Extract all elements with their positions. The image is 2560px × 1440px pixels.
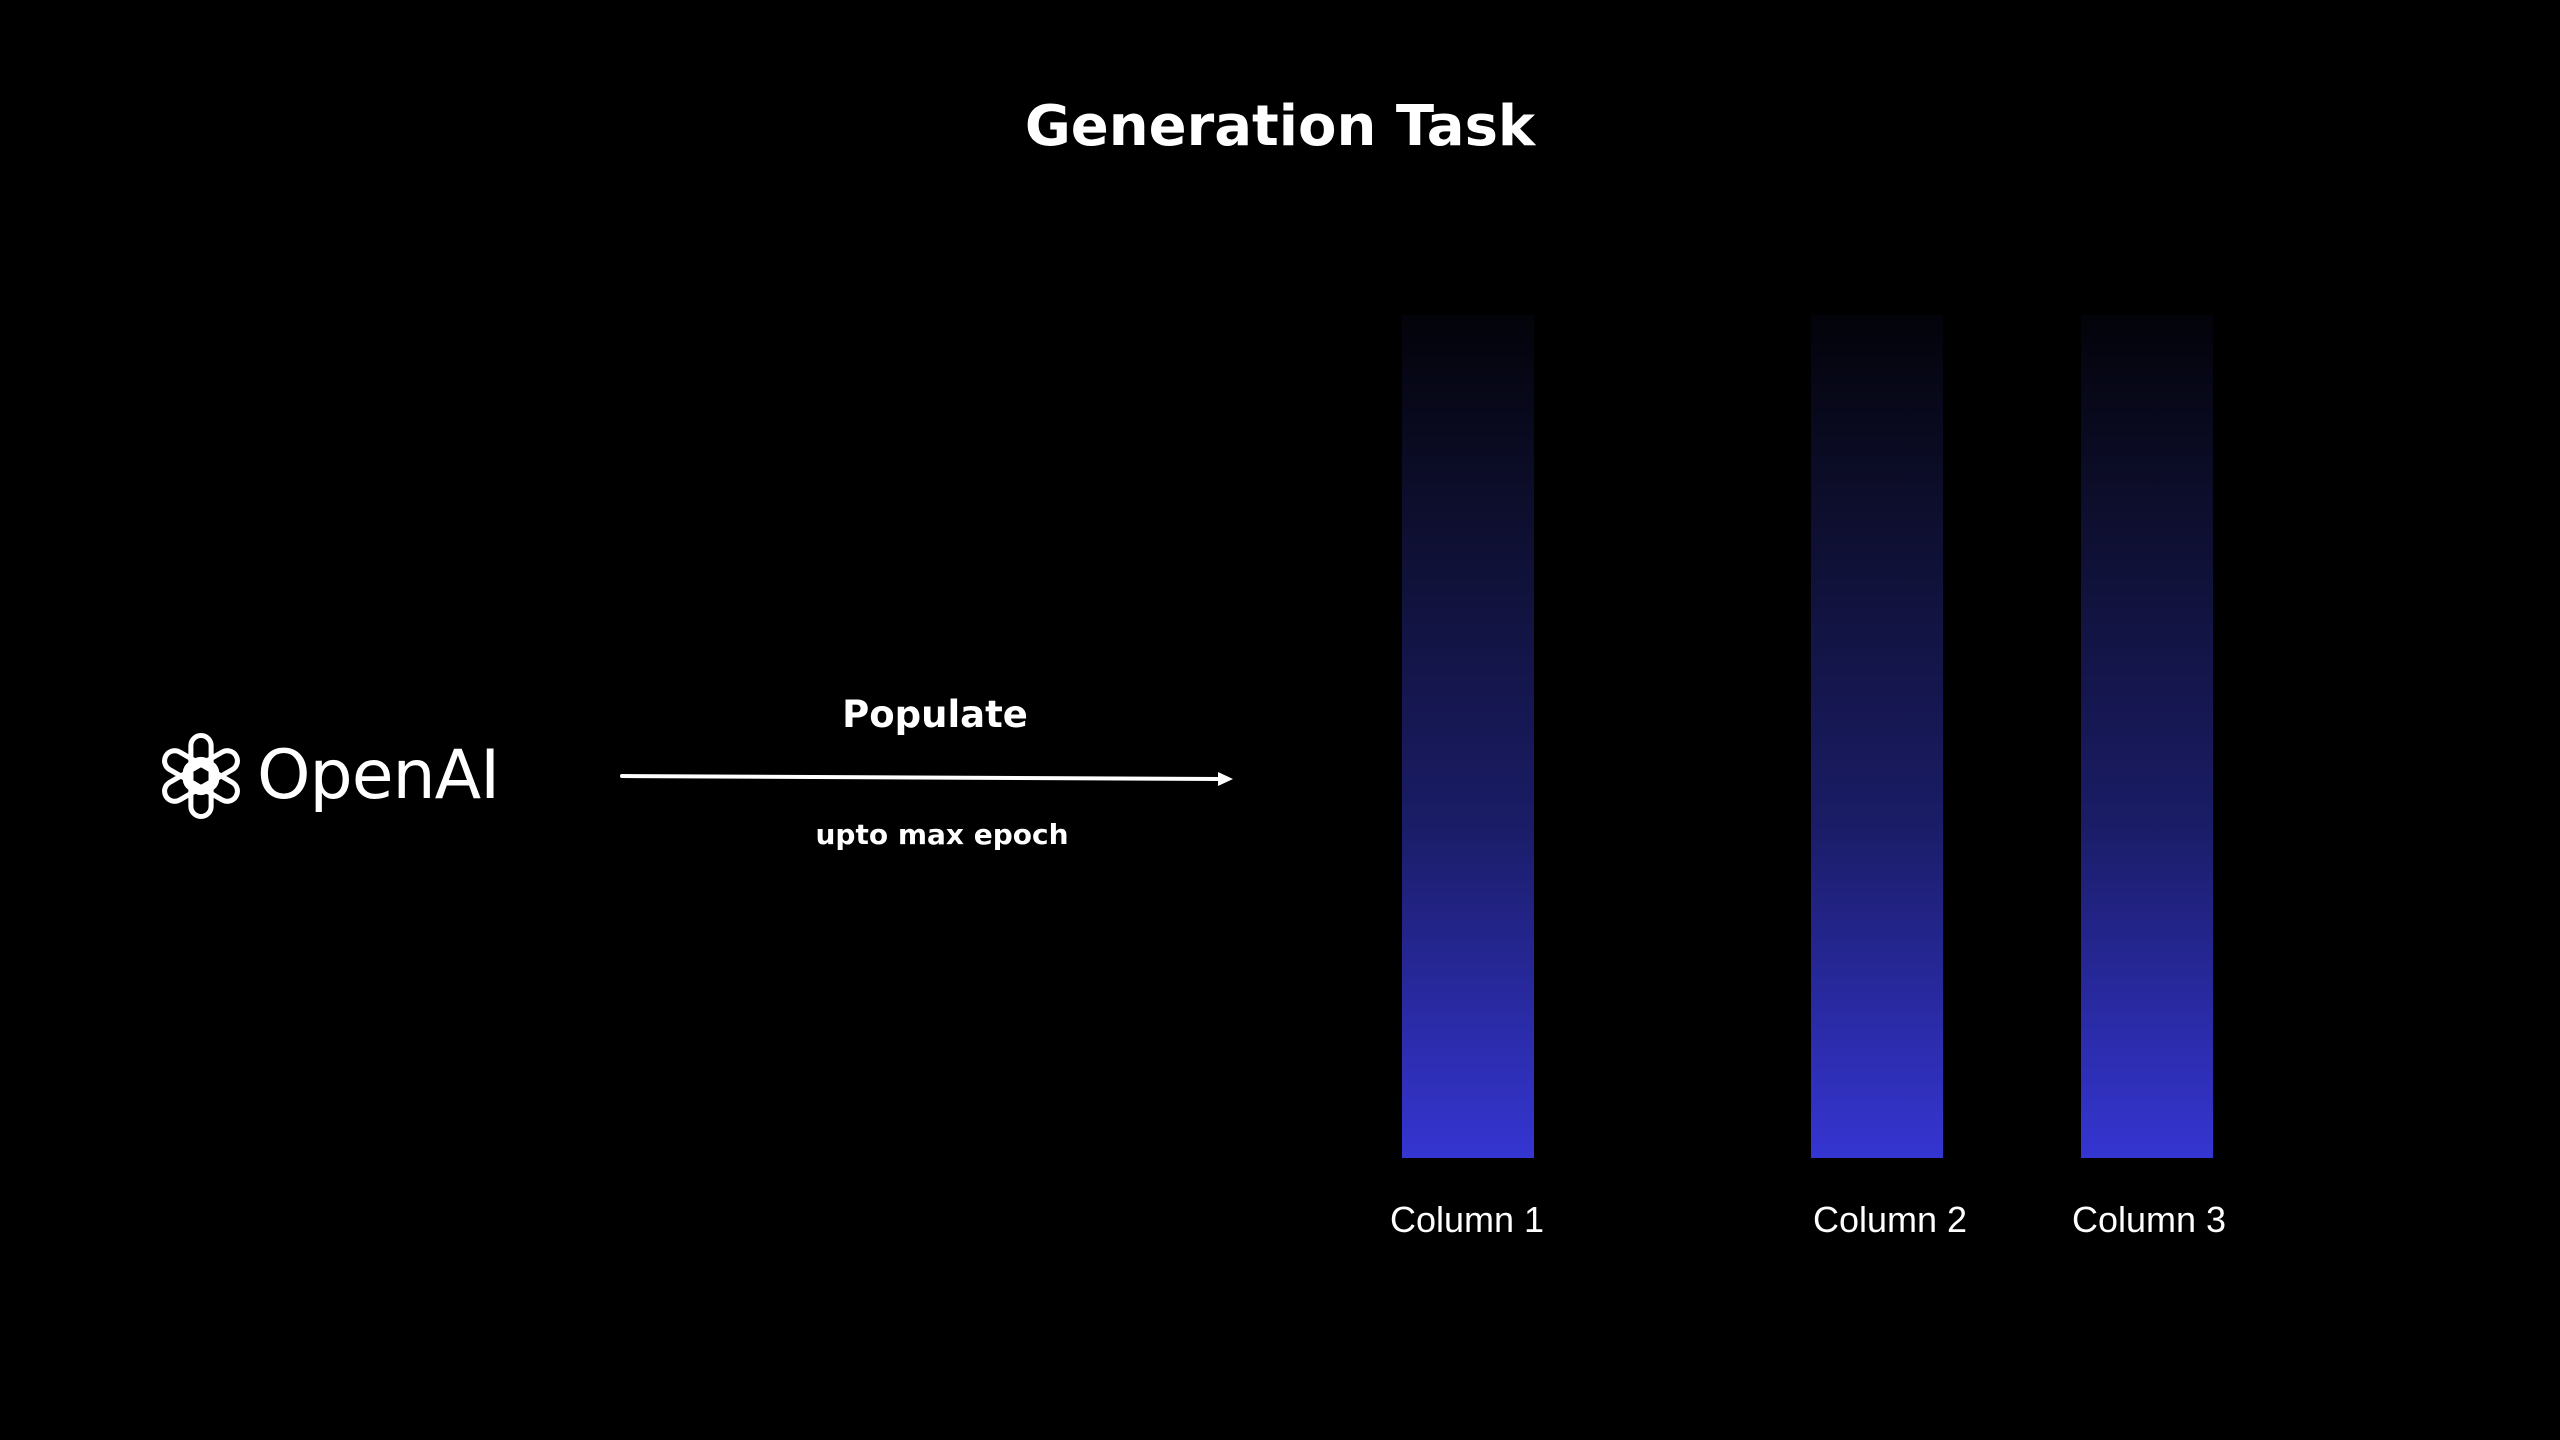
column-1-bar bbox=[1402, 315, 1534, 1158]
openai-logo: OpenAI bbox=[155, 730, 500, 822]
max-epoch-label: upto max epoch bbox=[815, 818, 1069, 851]
column-3-bar bbox=[2081, 315, 2213, 1158]
column-1-label: Column 1 bbox=[1389, 1199, 1545, 1240]
column-2-bar bbox=[1811, 315, 1943, 1158]
populate-label: Populate bbox=[842, 693, 1028, 736]
column-3-label: Column 3 bbox=[2071, 1199, 2227, 1240]
openai-logo-icon bbox=[162, 732, 240, 820]
openai-logo-text: OpenAI bbox=[257, 736, 500, 815]
column-2-label: Column 2 bbox=[1812, 1199, 1968, 1240]
diagram-title: Generation Task bbox=[1024, 94, 1536, 159]
populate-arrow bbox=[620, 772, 1233, 786]
